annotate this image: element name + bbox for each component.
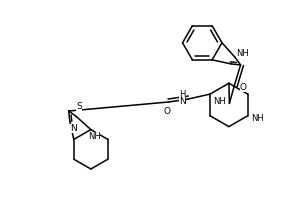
Text: N: N bbox=[70, 124, 77, 133]
Text: NH: NH bbox=[213, 97, 226, 106]
Text: O: O bbox=[240, 83, 247, 92]
Text: S: S bbox=[76, 102, 82, 111]
Text: NH: NH bbox=[251, 114, 264, 123]
Text: NH: NH bbox=[88, 132, 100, 141]
Text: O: O bbox=[163, 107, 170, 116]
Text: H: H bbox=[179, 90, 186, 99]
Text: N: N bbox=[179, 97, 186, 106]
Text: NH: NH bbox=[236, 49, 248, 58]
